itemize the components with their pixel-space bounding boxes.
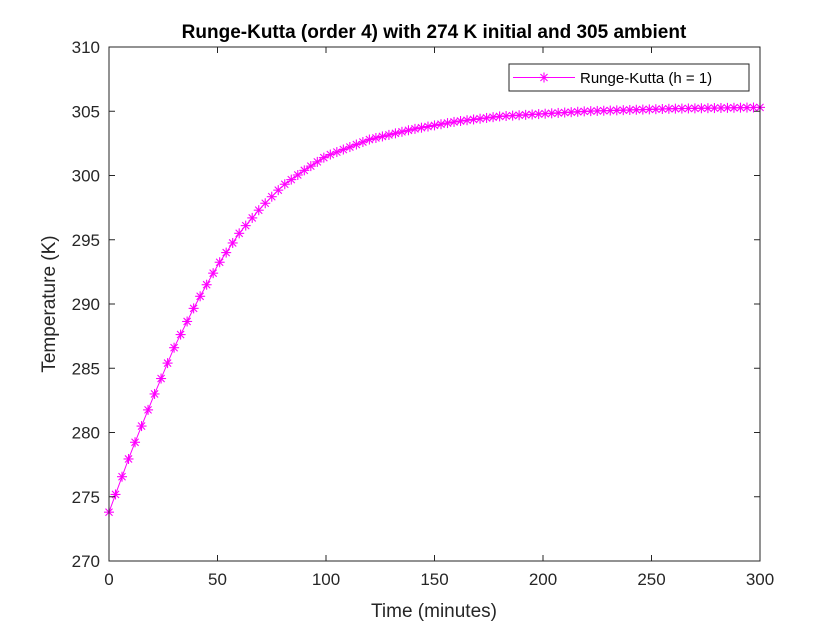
- data-point: [396, 126, 407, 137]
- data-point: [162, 358, 173, 369]
- y-tick-label: 310: [72, 38, 100, 57]
- plot-area: [109, 47, 760, 561]
- data-point: [650, 104, 661, 115]
- data-point: [709, 103, 720, 114]
- legend-entry-label: Runge-Kutta (h = 1): [580, 70, 712, 87]
- data-point: [208, 268, 219, 279]
- y-tick-label: 285: [72, 359, 100, 378]
- x-axis-label: Time (minutes): [371, 601, 497, 622]
- data-point: [234, 228, 245, 239]
- y-tick-label: 290: [72, 295, 100, 314]
- x-tick-label: 100: [312, 570, 340, 589]
- data-point: [195, 291, 206, 302]
- data-point: [533, 109, 544, 120]
- data-point: [377, 131, 388, 142]
- legend: Runge-Kutta (h = 1): [508, 63, 750, 92]
- data-point: [449, 116, 460, 127]
- data-point: [253, 205, 264, 216]
- legend-marker-glyph: [539, 72, 549, 83]
- series-layer: [104, 102, 765, 518]
- data-point: [136, 421, 147, 432]
- data-point: [403, 125, 414, 136]
- tick-layer: 0 50 100 150 200 250 300 270 275 280 285 290 295 300 3…: [72, 38, 775, 589]
- data-point: [370, 132, 381, 143]
- y-tick-label: 305: [72, 102, 100, 121]
- x-tick-label: 200: [529, 570, 557, 589]
- data-point: [429, 120, 440, 131]
- x-tick-label: 250: [637, 570, 665, 589]
- x-tick-label: 300: [746, 570, 774, 589]
- data-point: [201, 279, 212, 290]
- data-point: [383, 129, 394, 140]
- data-point: [305, 161, 316, 172]
- data-point: [117, 471, 128, 482]
- y-tick-label: 275: [72, 488, 100, 507]
- data-point: [266, 191, 277, 202]
- data-point: [227, 237, 238, 248]
- data-point: [130, 437, 141, 448]
- data-point: [292, 169, 303, 180]
- data-point: [143, 404, 154, 415]
- data-point: [416, 122, 427, 133]
- x-tick-label: 0: [104, 570, 113, 589]
- y-tick-label: 300: [72, 167, 100, 186]
- data-point: [455, 116, 466, 127]
- data-point: [182, 316, 193, 327]
- data-point: [409, 123, 420, 134]
- data-point: [475, 113, 486, 124]
- x-tick-label: 150: [420, 570, 448, 589]
- data-point: [149, 388, 160, 399]
- data-point: [702, 103, 713, 114]
- y-tick-label: 280: [72, 424, 100, 443]
- data-point: [390, 128, 401, 139]
- data-point: [247, 212, 258, 223]
- data-point: [240, 220, 251, 231]
- data-point: [422, 121, 433, 132]
- data-point: [156, 373, 167, 384]
- x-tick-label: 50: [208, 570, 227, 589]
- y-axis-label: Temperature (K): [39, 235, 60, 372]
- data-point: [748, 102, 759, 113]
- data-point: [468, 114, 479, 125]
- data-point: [462, 115, 473, 126]
- data-point: [286, 174, 297, 185]
- data-point: [644, 104, 655, 115]
- data-point: [488, 112, 499, 123]
- data-point: [123, 453, 134, 464]
- data-point: [442, 118, 453, 129]
- data-point: [611, 105, 622, 116]
- y-tick-label: 295: [72, 231, 100, 250]
- data-point: [188, 303, 199, 314]
- data-point: [312, 156, 323, 167]
- data-point: [631, 104, 642, 115]
- data-point: [598, 105, 609, 116]
- data-point: [299, 165, 310, 176]
- data-point: [279, 179, 290, 190]
- data-point: [260, 198, 271, 209]
- chart-title: Runge-Kutta (order 4) with 274 K initial…: [182, 22, 687, 43]
- data-point: [481, 112, 492, 123]
- y-tick-label: 270: [72, 552, 100, 571]
- legend-marker-asterisk: [539, 72, 549, 83]
- data-point: [169, 342, 180, 353]
- data-point: [273, 185, 284, 196]
- data-point: [175, 329, 186, 340]
- data-point: [436, 119, 447, 130]
- data-point: [110, 489, 121, 500]
- data-point: [221, 247, 232, 258]
- data-point: [214, 257, 225, 268]
- data-point: [364, 134, 375, 145]
